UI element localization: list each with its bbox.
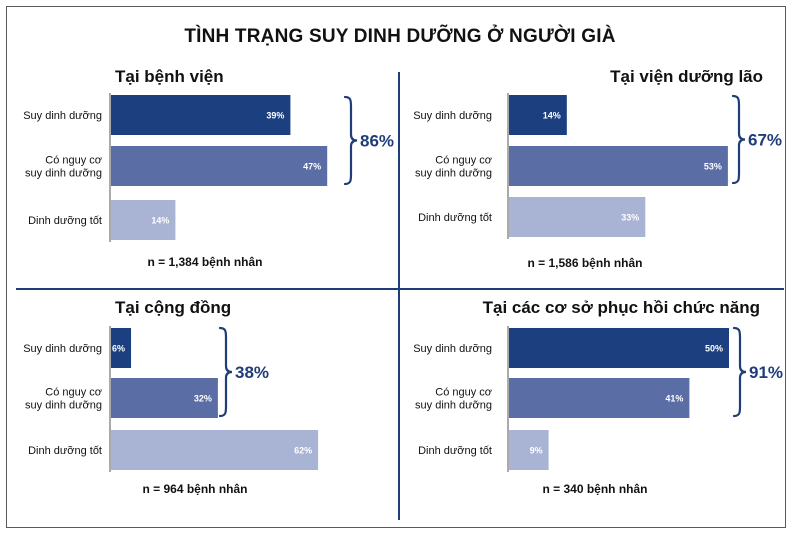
- brace-2: [731, 94, 746, 185]
- category-label-4-2: Có nguy cơ: [435, 387, 492, 399]
- brace-4: [732, 326, 747, 418]
- sample-size-note-1: n = 1,384 bệnh nhân: [147, 255, 262, 269]
- category-label-3-3: Dinh dưỡng tốt: [28, 445, 102, 457]
- bar-2-1: [509, 95, 567, 135]
- category-label-2-2: Có nguy cơ: [435, 155, 492, 167]
- bar-2-2: [509, 146, 728, 186]
- bar-2-3: [509, 197, 646, 237]
- bar-value-label-2-3: 33%: [621, 213, 639, 223]
- brace-3: [218, 326, 233, 418]
- bar-value-label-2-1: 14%: [543, 111, 561, 121]
- brace-total-label-1: 86%: [360, 132, 394, 151]
- panel-title-4: Tại các cơ sở phục hồi chức năng: [483, 298, 760, 317]
- main-title: TÌNH TRẠNG SUY DINH DƯỠNG Ở NGƯỜI GIÀ: [184, 26, 616, 47]
- category-label-3-2: suy dinh dưỡng: [25, 400, 102, 412]
- bar-3-2: [111, 378, 218, 418]
- panel-title-2: Tại viện dưỡng lão: [610, 67, 763, 86]
- bar-value-label-4-1: 50%: [705, 344, 723, 354]
- category-label-4-1: Suy dinh dưỡng: [413, 343, 492, 355]
- category-label-3-2: Có nguy cơ: [45, 387, 102, 399]
- brace-total-label-2: 67%: [748, 131, 782, 150]
- bar-1-3: [111, 200, 176, 240]
- category-label-2-2: suy dinh dưỡng: [415, 168, 492, 180]
- bar-value-label-3-1: 6%: [112, 344, 125, 354]
- bar-3-1: [111, 328, 132, 368]
- brace-total-label-4: 91%: [749, 363, 783, 382]
- bar-value-label-1-3: 14%: [151, 216, 169, 226]
- category-label-4-2: suy dinh dưỡng: [415, 400, 492, 412]
- bar-value-label-4-3: 9%: [530, 446, 543, 456]
- brace-total-label-3: 38%: [235, 363, 269, 382]
- bar-value-label-4-2: 41%: [665, 394, 683, 404]
- sample-size-note-3: n = 964 bệnh nhân: [142, 482, 247, 496]
- bar-4-3: [509, 430, 549, 470]
- bar-value-label-3-3: 62%: [294, 446, 312, 456]
- category-label-1-1: Suy dinh dưỡng: [23, 110, 102, 122]
- bar-4-2: [509, 378, 690, 418]
- panel-title-1: Tại bệnh viện: [115, 67, 224, 86]
- bar-3-3: [111, 430, 319, 470]
- sample-size-note-2: n = 1,586 bệnh nhân: [527, 256, 642, 270]
- category-label-1-3: Dinh dưỡng tốt: [28, 215, 102, 227]
- category-label-1-2: suy dinh dưỡng: [25, 168, 102, 180]
- brace-1: [343, 95, 358, 186]
- category-label-3-1: Suy dinh dưỡng: [23, 343, 102, 355]
- panel-title-3: Tại cộng đồng: [115, 298, 231, 317]
- bar-4-1: [509, 328, 729, 368]
- category-label-2-1: Suy dinh dưỡng: [413, 110, 492, 122]
- bar-1-1: [111, 95, 291, 135]
- bar-value-label-1-1: 39%: [266, 111, 284, 121]
- category-label-4-3: Dinh dưỡng tốt: [418, 445, 492, 457]
- bar-value-label-1-2: 47%: [303, 162, 321, 172]
- horizontal-divider: [16, 288, 784, 290]
- category-label-1-2: Có nguy cơ: [45, 155, 102, 167]
- bar-value-label-3-2: 32%: [194, 394, 212, 404]
- sample-size-note-4: n = 340 bệnh nhân: [542, 482, 647, 496]
- bar-1-2: [111, 146, 328, 186]
- category-label-2-3: Dinh dưỡng tốt: [418, 212, 492, 224]
- vertical-divider: [398, 72, 400, 520]
- bar-value-label-2-2: 53%: [704, 162, 722, 172]
